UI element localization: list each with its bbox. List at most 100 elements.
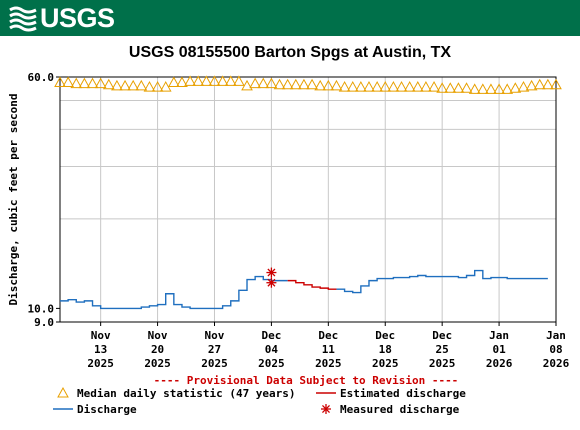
median-marker — [314, 79, 327, 91]
legend-label: Median daily statistic (47 years) — [77, 387, 296, 400]
median-marker — [346, 81, 359, 92]
x-tick-label: 04 — [265, 343, 279, 356]
x-tick-label: 11 — [322, 343, 336, 356]
median-marker — [192, 75, 205, 86]
median-marker — [176, 76, 188, 87]
median-marker — [411, 81, 424, 92]
x-tick-label: Dec — [318, 329, 338, 342]
median-marker — [355, 81, 367, 92]
median-marker — [241, 79, 253, 91]
legend-asterisk-icon — [321, 404, 331, 414]
median-marker — [224, 75, 237, 86]
median-marker — [428, 81, 440, 92]
median-marker — [216, 75, 229, 86]
median-marker — [208, 75, 221, 86]
median-marker — [338, 81, 351, 92]
axis-layer: 60.0 10.09.0 Discharge, cubic feet per sec… — [7, 71, 570, 370]
series-line — [287, 279, 337, 290]
series-line — [60, 275, 288, 310]
median-marker — [159, 81, 172, 92]
x-tick-label: 13 — [94, 343, 107, 356]
plot-border — [59, 76, 557, 323]
median-marker — [62, 76, 74, 87]
legend-triangle-icon — [57, 386, 69, 398]
x-tick-label: 2025 — [87, 357, 114, 370]
median-marker — [371, 81, 383, 92]
median-marker — [525, 79, 538, 91]
measured-marker — [266, 277, 277, 288]
y-axis-label: Discharge, cubic feet per second — [7, 94, 20, 306]
median-marker — [54, 76, 66, 87]
median-marker — [86, 77, 99, 89]
usgs-logo[interactable]: USGS — [8, 3, 115, 33]
median-marker — [111, 79, 123, 91]
legend-entry: Estimated discharge — [316, 387, 466, 400]
median-marker — [257, 77, 270, 89]
x-tick-label: 27 — [208, 343, 221, 356]
median-marker — [436, 82, 449, 93]
median-marker — [379, 81, 392, 92]
y-tick-label: 60.0 — [28, 71, 55, 84]
median-marker — [550, 78, 562, 90]
x-tick-label: 2026 — [543, 357, 570, 370]
median-marker — [493, 83, 505, 94]
median-marker — [330, 79, 343, 91]
median-marker — [501, 83, 514, 94]
legend-label: Discharge — [77, 403, 137, 416]
median-marker — [289, 78, 302, 90]
y-tick-label: 9.0 — [34, 316, 54, 329]
chart-title: USGS 08155500 Barton Spgs at Austin, TX — [128, 44, 452, 61]
x-tick-label: 2025 — [201, 357, 228, 370]
median-marker — [143, 81, 156, 92]
median-marker — [387, 81, 400, 92]
legend-label: Estimated discharge — [340, 387, 466, 400]
median-marker — [70, 77, 83, 89]
median-marker — [395, 81, 408, 92]
median-marker — [322, 79, 335, 91]
median-marker — [363, 81, 375, 92]
median-marker — [460, 82, 473, 93]
x-tick-label: 2025 — [372, 357, 399, 370]
median-marker — [509, 82, 522, 93]
median-marker — [135, 79, 148, 91]
series-layer — [54, 75, 562, 310]
usgs-wordmark: USGS — [40, 2, 115, 33]
provisional-note: ---- Provisional Data Subject to Revisio… — [154, 374, 459, 387]
median-marker — [468, 83, 481, 94]
median-marker — [102, 78, 115, 90]
usgs-header-bar: USGS — [0, 0, 580, 36]
x-tick-label: Jan — [546, 329, 566, 342]
median-marker — [444, 82, 457, 93]
x-tick-label: Nov — [205, 329, 225, 342]
x-tick-label: 01 — [492, 343, 506, 356]
legend-entry: Measured discharge — [321, 403, 460, 416]
x-tick-label: Dec — [432, 329, 452, 342]
median-marker — [281, 78, 294, 90]
median-marker — [184, 75, 196, 86]
x-tick-label: Nov — [91, 329, 111, 342]
x-tick-label: Jan — [489, 329, 509, 342]
x-tick-label: Dec — [261, 329, 281, 342]
median-marker — [517, 81, 530, 92]
median-marker — [452, 82, 465, 93]
x-tick-label: 2025 — [144, 357, 171, 370]
legend-entry: Discharge — [53, 403, 137, 416]
median-marker — [119, 79, 131, 91]
x-tick-label: 2025 — [429, 357, 456, 370]
median-marker — [127, 79, 140, 91]
median-marker — [265, 77, 278, 89]
median-marker — [420, 81, 432, 92]
median-marker — [94, 77, 107, 89]
y-tick-label: 10.0 — [28, 302, 55, 315]
legend-entry: Median daily statistic (47 years) — [57, 386, 296, 400]
x-tick-label: 08 — [549, 343, 562, 356]
usgs-wave-icon — [9, 6, 37, 32]
median-marker — [233, 75, 245, 86]
median-marker — [476, 83, 489, 94]
x-tick-label: 2025 — [258, 357, 285, 370]
median-marker — [249, 77, 261, 89]
median-marker — [273, 78, 286, 90]
x-tick-label: 2025 — [315, 357, 342, 370]
median-marker — [403, 81, 416, 92]
